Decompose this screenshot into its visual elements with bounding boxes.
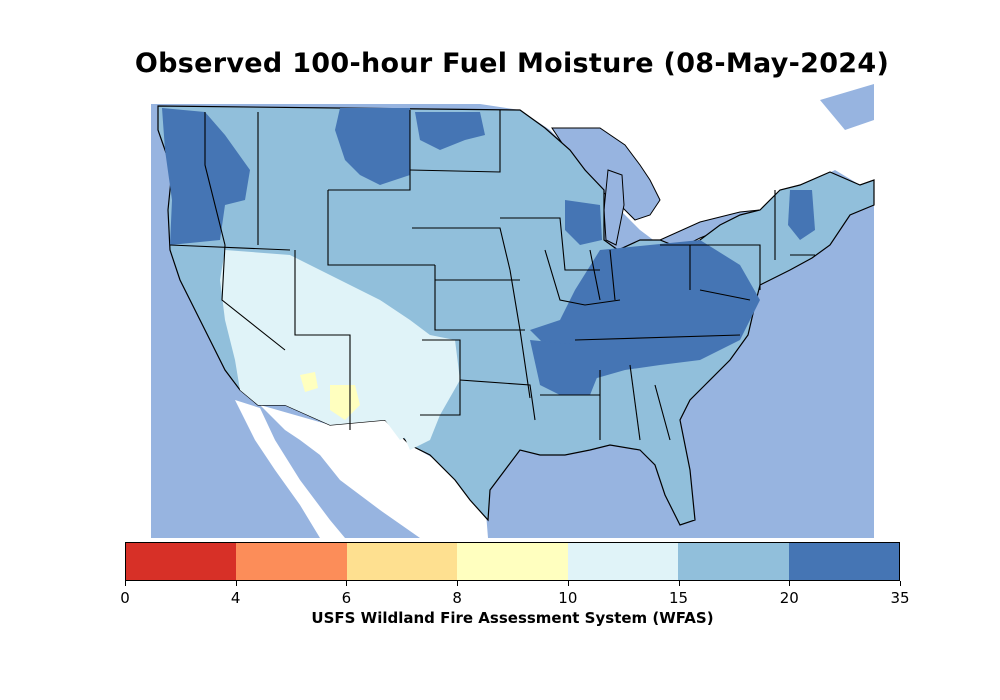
colorbar-tick-mark [125,581,126,586]
colorbar-tick-label: 8 [452,589,462,607]
southwest-dry [220,250,460,440]
colorbar-bin-8-10 [457,543,568,580]
colorbar-tick-mark [457,581,459,586]
colorbar-bin-20-35 [788,543,899,580]
canada-land [151,84,874,248]
wisconsin-wet [565,200,602,245]
arizona-dry-patch-1 [330,385,360,420]
colorbar-bin-10-15 [567,543,679,580]
colorbar-tick-mark [789,581,791,586]
colorbar-tick-mark [567,581,569,586]
colorbar-tick-mark [678,581,680,586]
state-borders [169,110,815,441]
hudson-bay-area [820,84,874,130]
arizona-dry-patch-2 [300,372,318,392]
colorbar-bin-6-8 [346,543,458,580]
colorbar-bin-4-6 [236,543,347,580]
colorbar-tick-label: 0 [120,589,130,607]
colorbar-bin-15-20 [678,543,789,580]
colorbar-label: USFS Wildland Fire Assessment System (WF… [311,609,714,627]
colorbar-tick-label: 35 [890,589,910,607]
ohio-valley-wet [530,240,760,380]
montana-wet [335,108,410,185]
colorbar-tick-label: 6 [341,589,352,607]
baja-peninsula [235,400,345,538]
arkansas-wet [530,340,600,395]
colorbar-tick-mark [900,581,901,586]
colorbar-tick-label: 10 [558,589,578,607]
colorbar-tick-mark [346,581,348,586]
colorbar-tick-label: 20 [779,589,799,607]
colorbar-tick-mark [235,581,237,586]
new-england-wet [788,190,815,240]
colorbar-bin-0-4 [126,543,237,580]
north-dakota-wet [415,112,485,150]
map-title: Observed 100-hour Fuel Moisture (08-May-… [134,48,890,79]
mexico-land [260,405,488,538]
colorbar-tick-label: 15 [669,589,689,607]
colorbar-tick-label: 4 [230,589,241,607]
colorbar [125,542,900,581]
pacific-northwest-wet [162,108,250,245]
texas-dry [395,415,440,450]
